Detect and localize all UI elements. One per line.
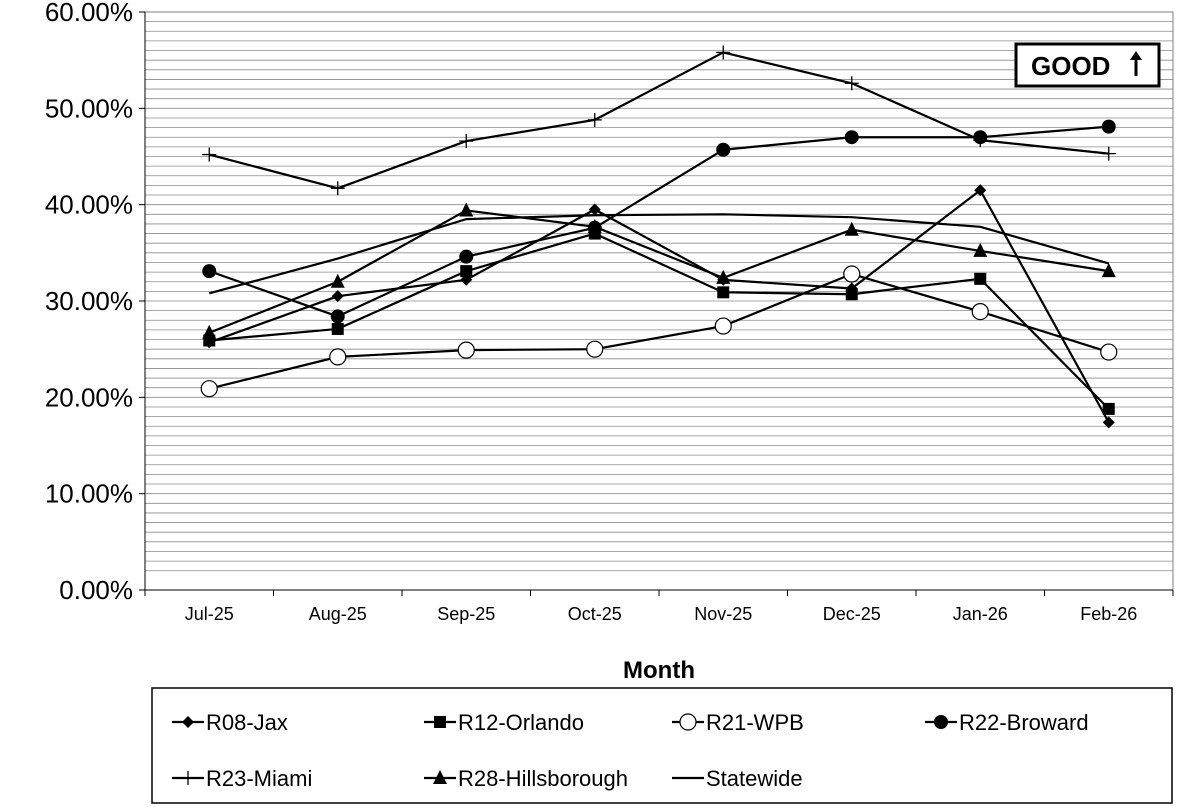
data-point: [1101, 119, 1116, 134]
series-line: [208, 51, 1109, 190]
data-point: [716, 269, 731, 284]
legend-entry: R08-Jax: [172, 710, 288, 735]
x-tick-label: Dec-25: [823, 604, 881, 624]
data-point: [1101, 146, 1116, 161]
legend-entry: R12-Orlando: [424, 710, 584, 735]
data-point: [182, 716, 194, 728]
series-line: [208, 189, 1110, 423]
x-tick-label: Jan-26: [953, 604, 1008, 624]
x-axis-label: Month: [623, 657, 695, 684]
data-point: [1102, 416, 1115, 429]
legend-label: R28-Hillsborough: [458, 766, 628, 791]
series-r23-miami: [202, 45, 1116, 196]
legend-entry: R21-WPB: [672, 710, 804, 735]
data-point: [844, 76, 859, 91]
x-tick-label: Jul-25: [185, 604, 234, 624]
data-point: [588, 203, 601, 216]
series-group: [200, 45, 1118, 429]
data-point: [971, 302, 989, 321]
series-line: [208, 213, 1110, 295]
annotation-box: GOOD: [1014, 42, 1161, 88]
data-point: [181, 771, 195, 785]
data-point: [459, 249, 474, 264]
data-point: [844, 221, 859, 236]
x-tick-label: Nov-25: [694, 604, 752, 624]
data-point: [679, 713, 697, 731]
series-line: [208, 125, 1109, 318]
data-point: [459, 134, 474, 149]
y-tick-label: 20.00%: [45, 382, 133, 412]
legend-label: R08-Jax: [206, 710, 288, 735]
data-point: [330, 309, 345, 324]
legend-entry: R23-Miami: [172, 766, 312, 791]
data-point: [434, 716, 446, 728]
y-tick-label: 60.00%: [45, 0, 133, 27]
legend-entry: Statewide: [672, 766, 803, 791]
legend-label: Statewide: [706, 766, 803, 791]
data-point: [716, 45, 731, 60]
series-r21-wpb: [200, 265, 1118, 398]
data-point: [331, 290, 344, 303]
y-tick-label: 10.00%: [45, 479, 133, 509]
y-tick-label: 30.00%: [45, 286, 133, 316]
data-point: [973, 242, 988, 257]
series-r28-hillsborough: [202, 202, 1116, 339]
data-point: [329, 348, 347, 366]
data-point: [974, 272, 987, 285]
data-point: [714, 317, 732, 335]
legend: R08-Jax R12-Orlando R21-WPB R22-Broward R23-…: [151, 687, 1173, 804]
data-point: [844, 130, 859, 145]
data-point: [845, 288, 858, 301]
data-point: [202, 324, 217, 339]
series-line: [209, 232, 1110, 410]
legend-entry: R28-Hillsborough: [424, 766, 628, 791]
data-point: [433, 770, 447, 784]
data-point: [330, 181, 345, 196]
y-tick-label: 50.00%: [45, 93, 133, 123]
data-point: [460, 265, 473, 278]
x-tick-label: Sep-25: [437, 604, 495, 624]
data-point: [330, 273, 345, 288]
data-point: [202, 147, 217, 162]
annotation-text: GOOD: [1031, 51, 1110, 81]
y-tick-label: 0.00%: [59, 575, 133, 605]
legend-label: R21-WPB: [706, 710, 804, 735]
data-point: [202, 264, 217, 279]
legend-entry: R22-Broward: [925, 710, 1089, 735]
x-tick-label: Aug-25: [309, 604, 367, 624]
data-point: [1100, 343, 1118, 361]
data-point: [587, 218, 602, 233]
legend-label: R23-Miami: [206, 766, 312, 791]
data-point: [717, 286, 730, 299]
data-point: [459, 202, 474, 217]
data-point: [843, 265, 861, 283]
series-line: [208, 209, 1109, 334]
data-point: [1102, 402, 1115, 415]
data-point: [586, 340, 604, 358]
data-point: [974, 184, 987, 197]
legend-label: R22-Broward: [959, 710, 1089, 735]
data-point: [587, 112, 602, 127]
data-point: [934, 715, 948, 729]
data-point: [1101, 263, 1116, 278]
data-point: [331, 322, 344, 335]
series-statewide: [208, 213, 1110, 295]
x-axis: Jul-25 Aug-25 Sep-25 Oct-25 Nov-25 Dec-25 Jan-…: [144, 589, 1174, 624]
data-point: [716, 142, 731, 157]
series-line: [208, 272, 1110, 390]
data-point: [200, 380, 218, 398]
data-point: [973, 133, 988, 148]
gridlines: [145, 21, 1173, 572]
y-axis: 0.00% 10.00% 20.00% 30.00% 40.00% 50.00% 60.00…: [45, 0, 146, 605]
up-arrow-icon: [1130, 51, 1142, 76]
y-tick-label: 40.00%: [45, 190, 133, 220]
data-point: [457, 341, 475, 359]
x-tick-label: Oct-25: [568, 604, 622, 624]
legend-label: R12-Orlando: [458, 710, 584, 735]
x-tick-label: Feb-26: [1080, 604, 1137, 624]
